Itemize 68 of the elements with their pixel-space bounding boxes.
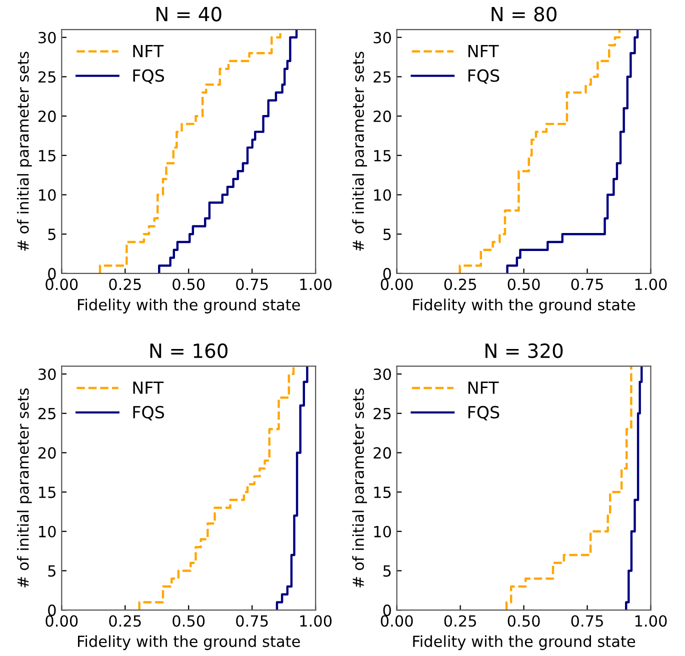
y-tick-label: 30 (374, 32, 391, 44)
x-tick-label: 1.00 (635, 615, 667, 627)
y-tick-label: 30 (374, 368, 391, 380)
y-tick-label: 10 (39, 526, 56, 538)
x-tick-label: 0.75 (571, 615, 603, 627)
x-tick-label: 0.00 (46, 615, 78, 627)
x-tick-label: 0.75 (236, 278, 268, 290)
legend-label: FQS (133, 69, 164, 84)
x-tick-label: 0.00 (380, 615, 413, 627)
x-axis-title: Fidelity with the ground state (413, 298, 636, 314)
chart-title: N = 80 (492, 6, 556, 22)
y-tick-label: 25 (374, 408, 391, 420)
x-axis-title: Fidelity with the ground state (78, 298, 300, 314)
x-tick-label: 1.00 (300, 278, 332, 290)
x-axis-title: Fidelity with the ground state (78, 635, 300, 650)
x-tick-label: 0.75 (236, 615, 268, 627)
legend-label: FQS (133, 406, 164, 420)
chart-title: N = 320 (486, 343, 563, 358)
x-tick-label: 0.25 (109, 615, 141, 627)
y-axis-title: # of initial parameter sets (352, 388, 367, 588)
y-tick-label: 10 (374, 526, 391, 538)
x-tick-label: 0.25 (444, 615, 476, 627)
x-tick-label: 0.50 (508, 615, 540, 627)
x-tick-label: 0.00 (46, 278, 78, 290)
y-tick-label: 10 (374, 189, 391, 201)
y-tick-label: 25 (38, 408, 56, 420)
y-tick-label: 10 (39, 189, 56, 201)
legend-label: NFT (468, 382, 499, 394)
x-tick-label: 0.50 (172, 615, 205, 627)
y-tick-label: 20 (374, 447, 391, 459)
y-axis-title: # of initial parameter sets (17, 388, 32, 588)
y-tick-label: 0 (383, 268, 391, 280)
y-tick-label: 25 (374, 71, 391, 83)
legend-label: NFT (133, 382, 164, 394)
x-tick-label: 0.00 (380, 278, 413, 290)
legend-label: NFT (133, 45, 164, 58)
x-tick-label: 1.00 (635, 278, 667, 290)
y-tick-label: 30 (38, 368, 56, 380)
y-tick-label: 30 (38, 32, 56, 44)
y-tick-label: 5 (48, 565, 56, 577)
y-axis-title: # of initial parameter sets (17, 52, 32, 251)
y-tick-label: 15 (39, 150, 56, 162)
x-tick-label: 0.25 (109, 278, 141, 290)
y-tick-label: 0 (383, 604, 391, 616)
y-tick-label: 20 (38, 110, 56, 122)
y-tick-label: 15 (374, 486, 391, 498)
y-tick-label: 20 (38, 447, 56, 459)
y-tick-label: 25 (38, 71, 56, 83)
y-tick-label: 0 (48, 268, 56, 280)
x-tick-label: 0.25 (444, 278, 476, 290)
y-tick-label: 20 (374, 110, 391, 122)
legend-label: FQS (468, 406, 500, 420)
chart-title: N = 160 (150, 343, 228, 358)
x-tick-label: 0.50 (172, 278, 205, 290)
y-tick-label: 15 (39, 486, 56, 498)
x-axis-title: Fidelity with the ground state (413, 635, 636, 650)
legend-label: NFT (468, 45, 499, 58)
x-tick-label: 1.00 (300, 615, 332, 627)
chart-title: N = 40 (156, 6, 222, 22)
x-tick-label: 0.75 (571, 278, 603, 290)
y-tick-label: 0 (48, 604, 56, 616)
y-tick-label: 5 (48, 228, 56, 240)
y-tick-label: 5 (383, 228, 391, 240)
y-axis-title: # of initial parameter sets (352, 52, 367, 251)
y-tick-label: 5 (383, 565, 391, 577)
legend-label: FQS (468, 69, 500, 84)
x-tick-label: 0.50 (508, 278, 540, 290)
y-tick-label: 15 (374, 150, 391, 162)
